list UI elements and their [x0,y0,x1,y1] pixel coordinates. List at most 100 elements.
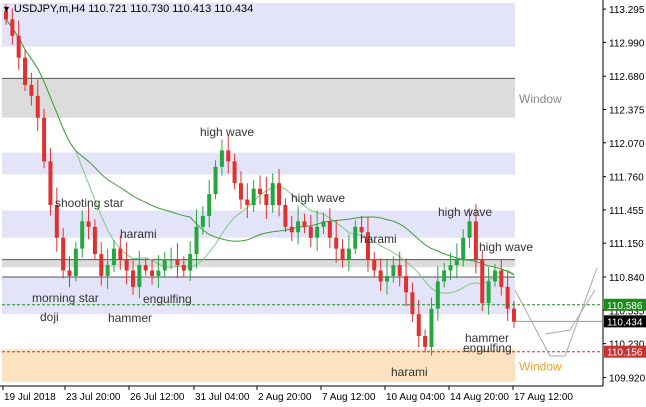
pattern-label: shooting star [55,196,124,210]
candle-body [473,221,478,260]
candle-body [492,270,497,282]
candle-body [10,19,15,36]
y-tick-label: 111.760 [609,173,644,184]
x-tick-label: 10 Aug 04:00 [386,392,445,403]
y-tick-label: 111.455 [609,206,644,217]
candle-body [397,265,402,276]
pattern-label: high wave [200,125,254,139]
candle-body [277,183,282,206]
candle-body [80,221,85,249]
candle-body [346,248,351,260]
candle-body [118,248,123,260]
price-tag-text: 110.434 [607,317,643,328]
candle-body [251,188,256,206]
candle-body [289,226,294,233]
candle-body [92,226,97,255]
candle-body [16,35,21,58]
x-tick-label: 31 Jul 04:00 [195,392,250,403]
zone-0 [2,3,515,47]
candle-body [499,270,504,287]
pattern-label: high wave [291,191,345,205]
candle-body [461,237,466,260]
candle-body [73,248,78,276]
projection-lines [514,267,598,357]
y-tick-label: 110.840 [609,273,645,284]
candle-body [359,226,364,233]
candle-body [4,10,8,20]
candle-body [302,221,307,227]
candle-body [54,205,59,238]
candle-body [283,205,288,227]
pattern-label: high wave [479,240,533,254]
collapse-triangle-icon[interactable]: ▼ [2,4,11,14]
x-tick-label: 26 Jul 12:00 [130,392,185,403]
x-tick-label: 14 Aug 20:00 [450,392,509,403]
candle-body [105,265,110,276]
candle-body [423,335,428,347]
candle-body [308,226,313,238]
candle-body [391,265,396,276]
candle-body [137,265,142,287]
candle-body [378,270,383,282]
candle-body [35,95,40,118]
price-lines [2,304,602,353]
candle-body [232,161,237,184]
y-tick-label: 112.070 [609,139,645,150]
zone-4 [2,259,515,268]
candle-body [48,161,53,206]
candle-body [29,84,34,96]
price-tag-text: 110.156 [607,348,643,359]
pattern-label: morning star [32,291,99,305]
symbol-label: USDJPY,m,H4 [13,3,86,15]
candle-body [245,199,250,206]
projection-secondary [544,289,596,335]
candle-body [162,259,167,271]
candle-body [448,265,453,271]
candle-body [181,265,186,271]
candle-body [327,221,332,238]
y-tick-label: 112.990 [609,38,645,49]
price-tag-red [604,345,646,358]
y-tick-label: 112.375 [609,106,645,117]
candles-layer [4,4,516,356]
zone-label-window: Window [519,92,562,106]
candle-body [321,221,326,227]
x-tick-label: 17 Aug 12:00 [514,392,573,403]
candle-body [270,183,275,206]
x-tick-label: 7 Aug 12:00 [322,392,376,403]
candle-body [111,248,116,266]
pattern-label: harami [360,232,397,246]
candle-body [156,270,161,276]
candle-body [512,308,516,322]
price-axis: 113.295 112.990 112.680 112.375 112.070 111.7… [602,0,646,386]
x-tick-label: 23 Jul 20:00 [66,392,121,403]
y-tick-label: 112.680 [609,72,645,83]
candle-body [296,221,301,233]
chart-header: ▼ USDJPY,m,H4 110.721 110.730 110.413 11… [2,3,253,15]
time-axis: 19 Jul 2018 23 Jul 20:00 26 Jul 12:00 31 Ju… [0,385,603,403]
zone-6 [2,349,515,382]
candle-body [404,275,409,293]
candle-body [23,57,28,85]
x-tick-label: 2 Aug 20:00 [258,392,312,403]
candle-body [372,259,377,271]
candle-body [175,259,180,266]
candle-body [86,221,91,227]
candle-body [340,248,345,260]
pattern-labels: high wave high wave high wave high wave shoo… [32,125,533,379]
candle-body [124,259,129,271]
projection-down-up [514,267,598,357]
candle-body [385,275,389,282]
pattern-label: harami [120,227,157,241]
candle-body [435,281,440,309]
candle-body [143,265,148,271]
candle-body [200,215,205,227]
candle-body [99,254,104,276]
candle-body [194,226,199,255]
pattern-label: hammer [465,331,509,345]
pattern-label: engulfing [143,292,192,306]
pattern-label: high wave [438,205,492,219]
candle-body [264,194,269,206]
